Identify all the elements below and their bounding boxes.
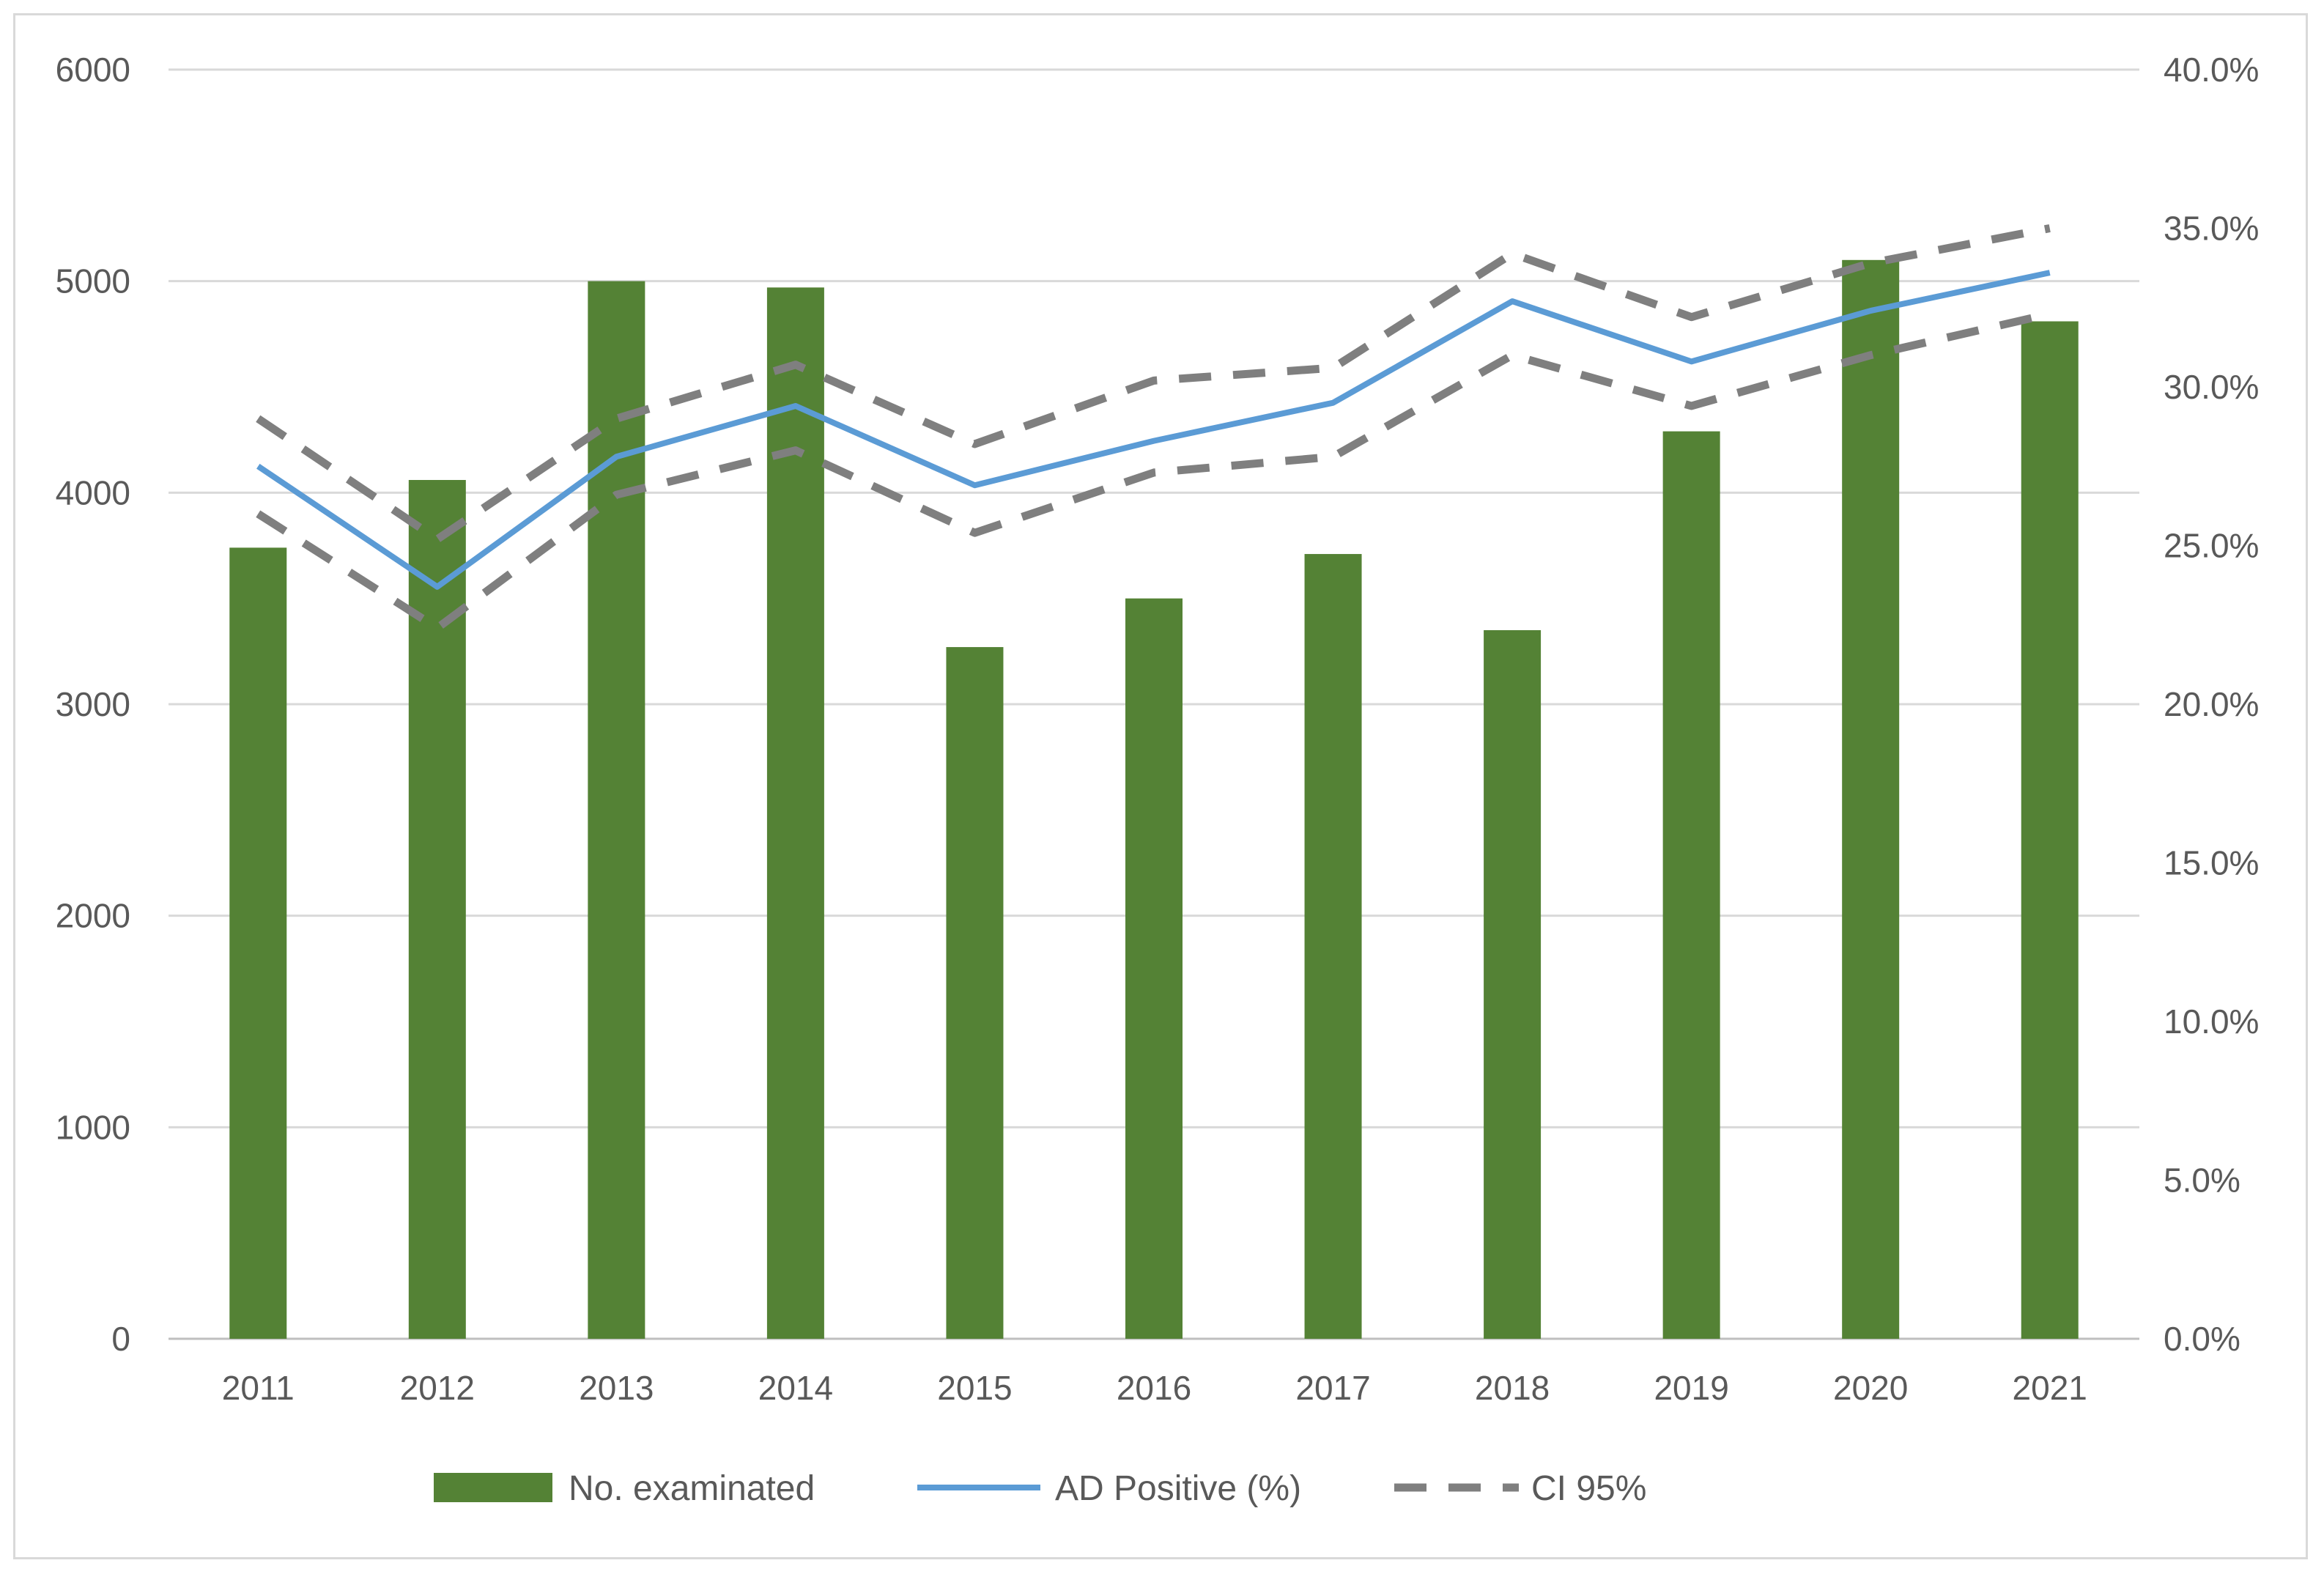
x-axis: 2011 2012 2013 2014 2015 2016 2017 2018 2019 2020…: [222, 1369, 2087, 1407]
y-right-axis: 0.0% 5.0% 10.0% 15.0% 20.0% 25.0% 30.0% 35.0% 40…: [2164, 51, 2259, 1358]
y-right-tick-label: 15.0%: [2164, 844, 2259, 882]
x-tick-label: 2020: [1833, 1369, 1908, 1407]
bar-2019: [1662, 431, 1720, 1339]
ci-upper-line: [256, 224, 2051, 544]
y-right-tick-label: 10.0%: [2164, 1002, 2259, 1041]
bar-2021: [2021, 321, 2079, 1340]
bar-2013: [588, 281, 645, 1340]
y-right-tick-label: 5.0%: [2164, 1161, 2240, 1200]
bar-2012: [408, 480, 466, 1339]
bar-2020: [1842, 259, 1900, 1339]
ci-lower-line: [256, 310, 2051, 632]
x-tick-label: 2012: [400, 1369, 475, 1407]
x-tick-label: 2013: [579, 1369, 654, 1407]
line-series: [256, 270, 2051, 590]
y-right-tick-label: 25.0%: [2164, 527, 2259, 565]
y-left-tick-label: 3000: [56, 685, 130, 723]
ci-series: [256, 224, 2051, 632]
x-tick-label: 2015: [937, 1369, 1012, 1407]
legend-label-bar: No. examinated: [569, 1469, 815, 1508]
bar-2017: [1304, 554, 1362, 1340]
x-tick-label: 2021: [2013, 1369, 2087, 1407]
bar-2018: [1484, 629, 1542, 1339]
bar-2014: [766, 287, 824, 1339]
legend-label-ci: CI 95%: [1531, 1469, 1646, 1508]
x-tick-label: 2019: [1654, 1369, 1728, 1407]
x-tick-label: 2016: [1117, 1369, 1191, 1407]
y-right-tick-label: 40.0%: [2164, 51, 2259, 89]
legend: No. examinated AD Positive (%) CI 95%: [434, 1469, 1646, 1508]
y-right-tick-label: 30.0%: [2164, 368, 2259, 406]
y-left-tick-label: 0: [111, 1320, 130, 1358]
bar-series: [229, 259, 2079, 1340]
x-tick-label: 2011: [222, 1369, 295, 1407]
y-left-tick-label: 2000: [56, 897, 130, 935]
y-right-tick-label: 0.0%: [2164, 1320, 2240, 1358]
bar-2015: [946, 647, 1004, 1339]
legend-swatch-bar: [434, 1473, 552, 1502]
y-left-axis: 0 1000 2000 3000 4000 5000 6000: [56, 51, 130, 1358]
y-left-tick-label: 5000: [56, 262, 130, 300]
ad-positive-line: [256, 270, 2051, 590]
legend-label-line: AD Positive (%): [1055, 1469, 1301, 1508]
x-tick-label: 2018: [1475, 1369, 1550, 1407]
bar-2016: [1125, 598, 1183, 1339]
y-right-tick-label: 35.0%: [2164, 210, 2259, 248]
y-left-tick-label: 4000: [56, 473, 130, 511]
y-left-tick-label: 6000: [56, 51, 130, 89]
x-tick-label: 2017: [1295, 1369, 1370, 1407]
x-tick-label: 2014: [758, 1369, 833, 1407]
y-left-tick-label: 1000: [56, 1108, 130, 1146]
bar-2011: [229, 547, 287, 1339]
y-right-tick-label: 20.0%: [2164, 685, 2259, 723]
